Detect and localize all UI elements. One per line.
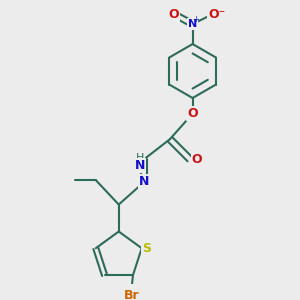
Text: S: S: [142, 242, 151, 255]
Text: N: N: [188, 19, 197, 29]
Text: O: O: [169, 8, 179, 21]
Text: N: N: [135, 159, 145, 172]
Text: Br: Br: [124, 289, 139, 300]
Text: O⁻: O⁻: [208, 8, 225, 21]
Text: H: H: [136, 153, 144, 163]
Text: +: +: [192, 15, 199, 24]
Text: O: O: [192, 153, 202, 166]
Text: N: N: [139, 175, 149, 188]
Text: O: O: [187, 107, 198, 120]
